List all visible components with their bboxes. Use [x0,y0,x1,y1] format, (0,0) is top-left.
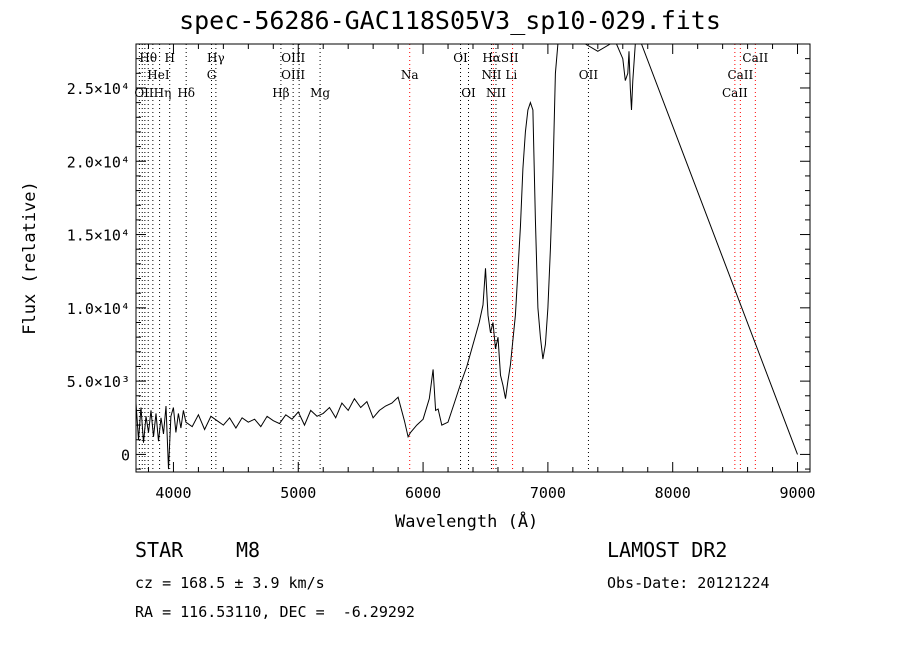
spectral-line-label: Li [505,68,517,82]
spectral-line-label: NII [481,68,501,82]
ra-dec-coordinates: RA = 116.53110, DEC = -6.29292 [135,603,415,621]
spectral-line-label: Na [401,68,419,82]
survey-name: LAMOST DR2 [607,538,728,562]
spectral-line-label: OI [461,86,476,100]
spectral-line-label: Mg [310,86,330,100]
y-tick-label: 1.5×10⁴ [67,227,130,245]
spectral-line-label: CaII [742,51,768,65]
object-class: STAR [135,538,184,562]
spectral-line-label: CaII [727,68,753,82]
x-tick-label: 4000 [155,484,191,502]
spectral-line-label: H [164,51,174,65]
x-tick-label: 5000 [280,484,316,502]
spectral-line-label: OI [453,51,468,65]
spectral-line-label: OII [579,68,599,82]
spectral-line-label: Hθ [139,51,157,65]
spectral-line-label: HαSII [482,51,519,65]
x-tick-label: 7000 [530,484,566,502]
spectral-line-label: Hγ [207,51,225,65]
spectral-line-label: OIIHη [134,86,171,100]
object-subclass: M8 [236,538,261,562]
spectral-line-label: Hδ [177,86,195,100]
x-axis-label: Wavelength (Å) [395,512,539,532]
x-tick-label: 6000 [405,484,441,502]
chart-title: spec-56286-GAC118S05V3_sp10-029.fits [179,6,721,35]
spectral-line-label: NII [486,86,506,100]
spectral-line-label: CaII [722,86,748,100]
observation-date: Obs-Date: 20121224 [607,574,770,592]
plot-frame [135,43,811,473]
y-tick-label: 2.5×10⁴ [67,80,130,98]
spectral-line-label: HeI [147,68,170,82]
x-tick-label: 9000 [779,484,815,502]
y-axis-label: Flux (relative) [20,181,40,335]
spectrum-series-line [136,44,798,470]
x-tick-label: 8000 [655,484,691,502]
spectral-line-label: Hβ [272,86,289,100]
y-tick-label: 0 [121,446,130,464]
y-tick-label: 1.0×10⁴ [67,300,130,318]
spectral-line-label: OIII [281,51,305,65]
y-tick-label: 5.0×10³ [67,373,130,391]
y-tick-label: 2.0×10⁴ [67,153,130,171]
spectral-line-label: OIII [281,68,305,82]
redshift-cz: cz = 168.5 ± 3.9 km/s [135,574,325,592]
spectral-line-label: G [207,68,217,82]
